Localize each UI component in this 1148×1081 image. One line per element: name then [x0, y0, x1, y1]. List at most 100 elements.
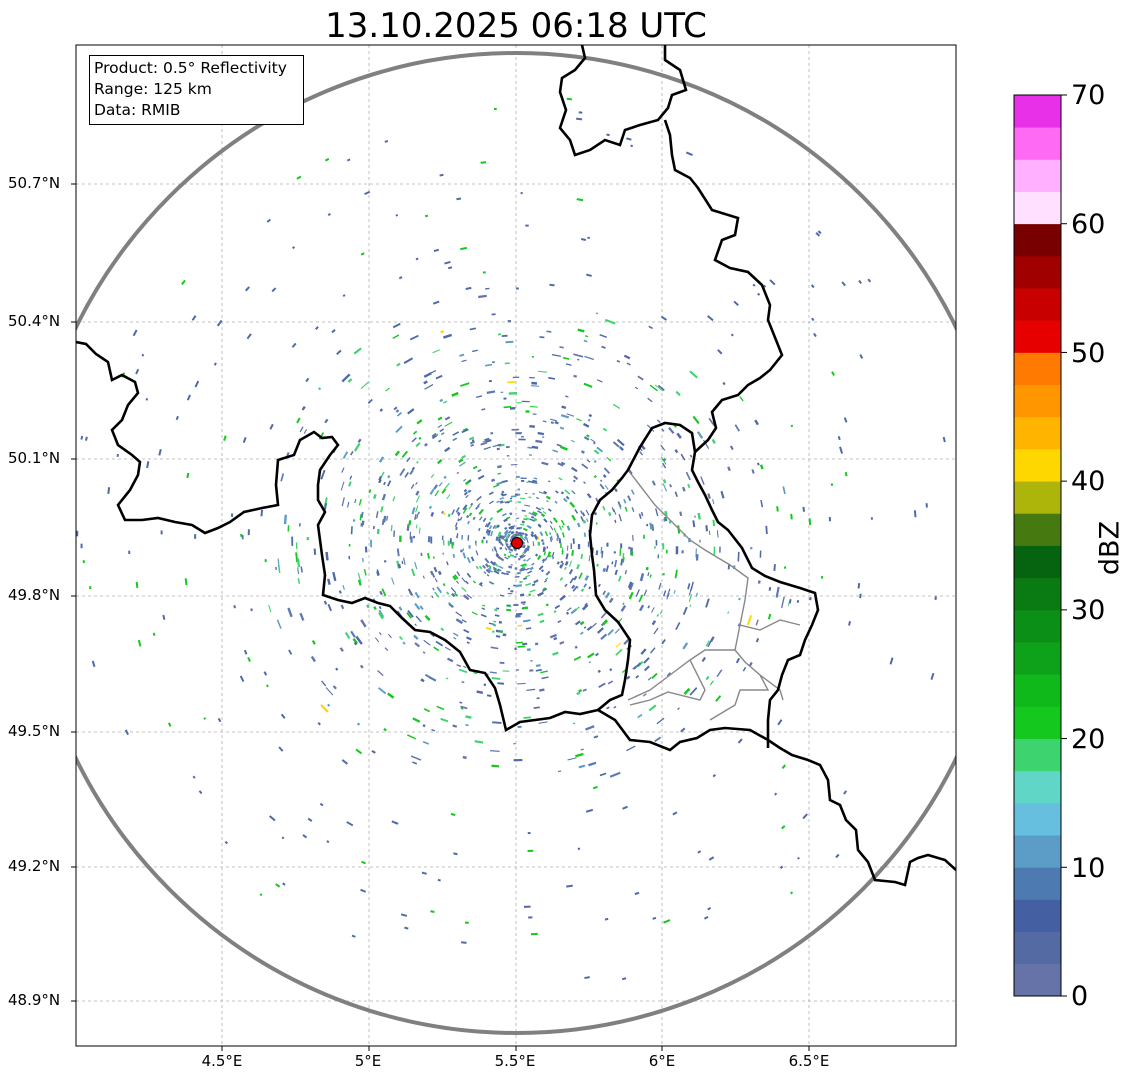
radar-echo — [431, 432, 437, 438]
radar-echo — [523, 577, 528, 580]
radar-echo — [412, 717, 421, 723]
radar-echo — [76, 530, 79, 537]
radar-echo — [537, 612, 544, 617]
radar-echo — [578, 111, 583, 114]
x-tick-label: 4.5°E — [201, 1052, 243, 1070]
radar-echo — [422, 651, 426, 654]
x-tick-label: 5°E — [354, 1052, 382, 1070]
radar-echo — [508, 544, 512, 548]
radar-echo — [673, 590, 676, 594]
radar-echo — [559, 594, 566, 601]
radar-echo — [580, 588, 585, 593]
radar-echo — [661, 639, 666, 645]
radar-echo — [651, 620, 657, 626]
radar-echo — [469, 327, 477, 331]
radar-echo — [517, 488, 520, 491]
radar-echo — [570, 439, 575, 443]
radar-echo — [391, 577, 395, 585]
radar-echo — [436, 705, 445, 711]
radar-echo — [360, 252, 365, 256]
radar-echo — [507, 587, 511, 590]
radar-echo — [638, 594, 644, 603]
radar-echo — [597, 627, 604, 634]
radar-echo — [376, 528, 380, 535]
radar-echo — [538, 525, 542, 528]
radar-echo — [436, 586, 443, 594]
radar-echo — [409, 469, 414, 475]
radar-echo — [689, 370, 698, 379]
radar-echo — [601, 345, 606, 349]
radar-echo — [522, 603, 526, 605]
radar-echo — [959, 558, 961, 562]
radar-echo — [961, 576, 963, 583]
radar-echo — [712, 519, 716, 527]
radar-echo — [565, 553, 569, 560]
radar-echo — [443, 400, 448, 404]
radar-echo — [373, 606, 377, 611]
radar-echo — [707, 493, 711, 499]
radar-echo — [717, 530, 719, 538]
radar-echo — [541, 676, 549, 680]
radar-echo — [628, 591, 634, 600]
gridlines — [76, 45, 956, 1046]
radar-echo — [474, 740, 484, 744]
radar-echo — [352, 519, 356, 522]
radar-echo — [483, 446, 491, 450]
radar-echo — [583, 583, 587, 588]
radar-echo — [496, 568, 501, 572]
radar-echo — [501, 334, 508, 337]
radar-echo — [581, 603, 589, 611]
radar-echo — [505, 536, 508, 539]
radar-echo — [518, 572, 521, 574]
radar-echo — [527, 570, 533, 574]
radar-echo — [271, 287, 277, 293]
radar-echo — [358, 499, 362, 506]
x-tick-label: 6.5°E — [788, 1052, 830, 1070]
radar-echo — [490, 431, 494, 435]
radar-echo — [455, 580, 459, 584]
radar-echo — [549, 536, 553, 543]
radar-echo — [523, 544, 526, 549]
radar-echo — [137, 639, 142, 647]
colorbar-segment — [1014, 352, 1061, 386]
radar-echo — [424, 614, 431, 622]
radar-echo — [709, 680, 714, 686]
radar-echo — [305, 377, 310, 383]
radar-echo — [704, 916, 709, 920]
radar-echo — [466, 514, 470, 519]
radar-echo — [689, 604, 692, 608]
radar-echo — [475, 541, 477, 546]
radar-echo — [451, 509, 456, 516]
radar-echo — [542, 420, 547, 423]
radar-echo — [438, 439, 442, 443]
radar-echo — [619, 548, 622, 556]
radar-echo — [490, 560, 496, 566]
radar-echo — [689, 687, 698, 696]
radar-echo — [354, 442, 361, 452]
radar-echo — [507, 592, 513, 595]
radar-echo — [535, 668, 542, 672]
colorbar-segment — [1014, 288, 1061, 321]
radar-echo — [615, 642, 621, 648]
radar-echo — [504, 539, 507, 545]
radar-echo — [522, 642, 528, 646]
radar-echo — [367, 398, 373, 405]
radar-echo — [484, 563, 490, 568]
radar-echo — [407, 408, 415, 415]
radar-echo — [347, 378, 353, 383]
radar-echo — [430, 536, 433, 544]
radar-echo — [296, 417, 301, 424]
radar-echo — [501, 512, 507, 517]
radar-echo — [666, 594, 670, 600]
radar-echo — [532, 541, 535, 547]
radar-echo — [302, 834, 308, 839]
radar-echo — [526, 481, 529, 483]
radar-echo — [141, 353, 145, 357]
radar-echo — [481, 408, 486, 411]
radar-echo — [441, 510, 444, 514]
radar-echo — [428, 505, 432, 509]
radar-echo — [656, 717, 665, 725]
radar-echo — [666, 672, 672, 677]
radar-echo — [547, 508, 552, 512]
radar-echo — [423, 708, 431, 713]
